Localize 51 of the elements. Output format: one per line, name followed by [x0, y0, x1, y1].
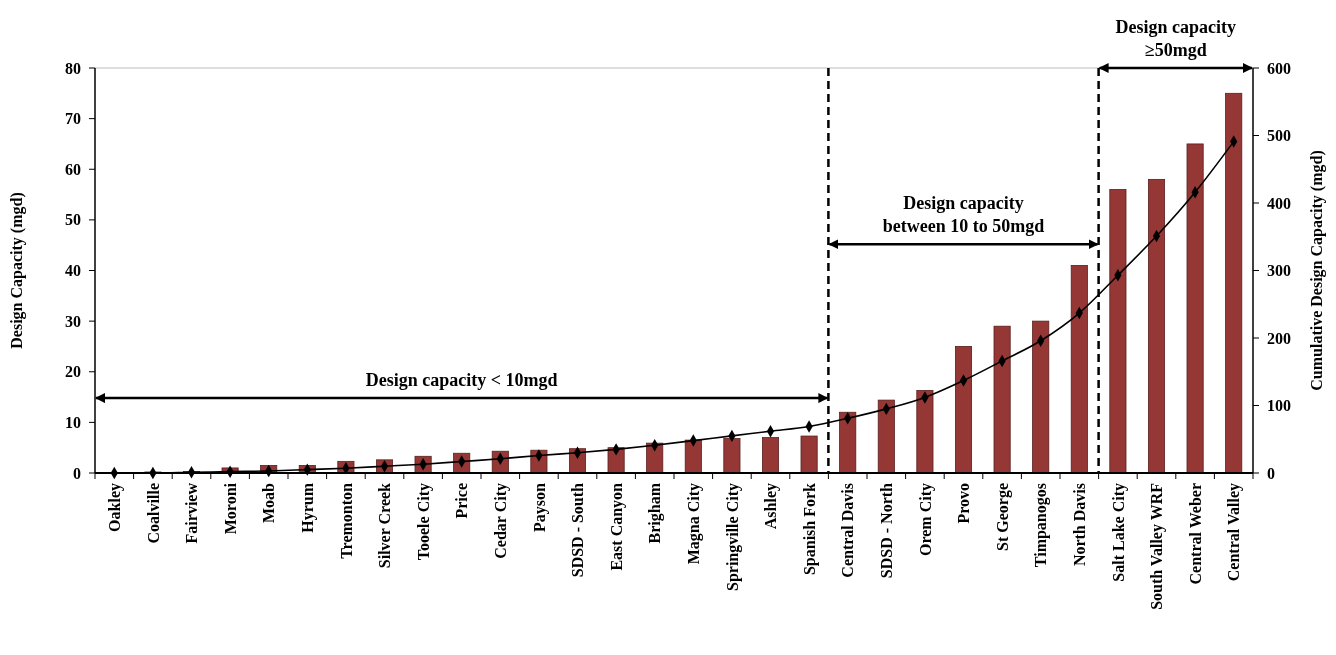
annotation: Design capacity between 10 to 50mgd: [882, 193, 1045, 237]
x-tick-label: Payson: [530, 482, 549, 532]
x-tick-label: Price: [453, 483, 471, 519]
x-tick-label: Ashley: [762, 483, 781, 530]
x-tick-label: Brigham: [646, 482, 665, 544]
x-tick-label: Magna City: [684, 483, 703, 565]
x-tick-label: SDSD - North: [877, 482, 895, 579]
x-tick-label: Spanish Fork: [800, 482, 819, 576]
y-tick-label: 40: [65, 262, 81, 280]
x-tick-label: Moab: [260, 482, 278, 523]
x-tick-label: East Canyon: [607, 482, 626, 571]
y-tick-label: 80: [65, 59, 81, 77]
y-tick-label: 10: [65, 413, 81, 431]
x-tick-label: Hyrum: [298, 482, 317, 533]
y-axis-title: Design Capacity (mgd): [8, 192, 26, 349]
y2-tick-label: 200: [1267, 329, 1291, 347]
y2-tick-label: 500: [1267, 127, 1291, 145]
y2-tick-label: 300: [1267, 262, 1291, 280]
x-tick-label: South Valley WRF: [1148, 482, 1167, 610]
x-tick-label: Provo: [955, 483, 973, 524]
x-tick-label: Moroni: [221, 482, 239, 535]
x-tick-label: Timpanogos: [1032, 483, 1051, 568]
x-tick-label: Coalville: [144, 483, 162, 544]
x-tick-label: Orem City: [916, 483, 935, 557]
x-tick-label: Central Davis: [839, 483, 857, 578]
y-tick-label: 30: [65, 312, 81, 330]
x-tick-label: Silver Creek: [376, 482, 394, 569]
x-tick-label: Central Weber: [1186, 483, 1204, 585]
x-tick-label: Tooele City: [414, 483, 433, 561]
x-tick-label: St George: [993, 483, 1012, 551]
y2-tick-label: 400: [1267, 194, 1291, 212]
x-tick-label: SDSD - South: [569, 482, 587, 578]
y-tick-label: 50: [65, 211, 81, 229]
text: Design capacity ≥50mgd: [1115, 17, 1237, 60]
x-tick-label: Springville City: [723, 483, 742, 592]
y2-tick-label: 100: [1267, 397, 1291, 415]
x-tick-label: Salt Lake City: [1109, 483, 1128, 582]
x-tick-label: Oakley: [105, 483, 124, 532]
y2-tick-label: 600: [1267, 59, 1291, 77]
x-tick-label: North Davis: [1070, 483, 1088, 567]
y-tick-label: 20: [65, 363, 81, 381]
y2-axis-title: Cumulative Design Capacity (mgd): [1308, 150, 1326, 391]
y-tick-label: 70: [65, 110, 81, 128]
x-tick-label: Tremonton: [337, 482, 355, 559]
x-tick-label: Fairview: [183, 482, 201, 544]
x-tick-label: Cedar City: [491, 483, 510, 559]
annotation: Design capacity < 10mgd: [365, 370, 558, 391]
y2-tick-label: 0: [1267, 464, 1275, 482]
y-tick-label: 60: [65, 160, 81, 178]
x-tick-label: Central Valley: [1225, 483, 1244, 582]
y-tick-label: 0: [73, 464, 81, 482]
